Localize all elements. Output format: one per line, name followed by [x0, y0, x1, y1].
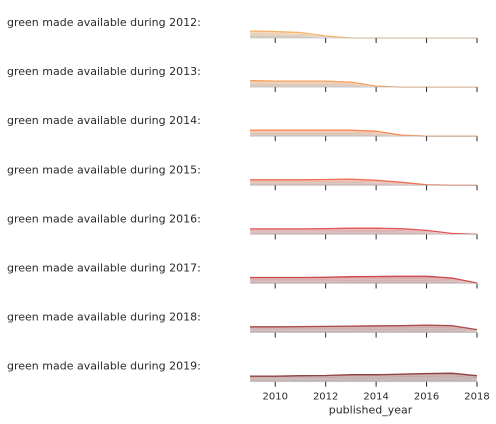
ridge-row-label: green made available during 2015: [7, 163, 201, 176]
ridge-row: green made available during 2012: [7, 16, 478, 43]
ridge-area [250, 276, 477, 284]
ridge-row: green made available during 2014: [7, 114, 478, 142]
ridge-area [250, 130, 477, 137]
x-axis: 2010 2012 2014 2016 2018 [262, 381, 490, 403]
ridge-row: green made available during 2018: [7, 311, 478, 338]
ridge-sublayer [249, 328, 478, 333]
ridge-line [250, 227, 478, 236]
ridge-row-label: green made available during 2014: [7, 114, 201, 127]
chart-rows: green made available during 2012: green m… [7, 16, 478, 383]
ridge-sublayer [249, 374, 478, 382]
ridge-sublayer [249, 329, 478, 333]
x-tick-label: 2010 [262, 392, 287, 403]
ridge-sublayer [249, 376, 478, 382]
x-tick-label: 2012 [313, 392, 338, 403]
ridge-row-label: green made available during 2013: [7, 65, 201, 78]
ridge-line [250, 275, 478, 284]
x-tick-label: 2016 [414, 392, 439, 403]
ridge-area [250, 31, 477, 38]
ridge-row-label: green made available during 2016: [7, 212, 201, 225]
ridge-line [250, 372, 478, 377]
ridge-area [250, 80, 477, 88]
ridge-row-label: green made available during 2018: [7, 311, 201, 324]
ridge-row-label: green made available during 2012: [7, 16, 201, 29]
ridge-sublayer [249, 326, 478, 333]
ridge-row: green made available during 2015: [7, 163, 478, 191]
ridge-area [250, 228, 477, 235]
x-tick-label: 2018 [464, 392, 489, 403]
ridge-row-label: green made available during 2019: [7, 360, 201, 373]
ridge-area [250, 373, 477, 382]
ridge-row: green made available during 2016: [7, 212, 478, 240]
ridge-area [250, 179, 477, 186]
x-tick-label: 2014 [363, 392, 388, 403]
ridge-row: green made available during 2013: [7, 65, 478, 93]
ridge-row-label: green made available during 2017: [7, 262, 201, 275]
ridge-sublayer [249, 378, 478, 382]
ridge-line [250, 324, 478, 331]
ridge-row: green made available during 2017: [7, 262, 478, 289]
x-axis-title: published_year [329, 404, 413, 417]
ridge-row: green made available during 2019: [7, 360, 478, 383]
